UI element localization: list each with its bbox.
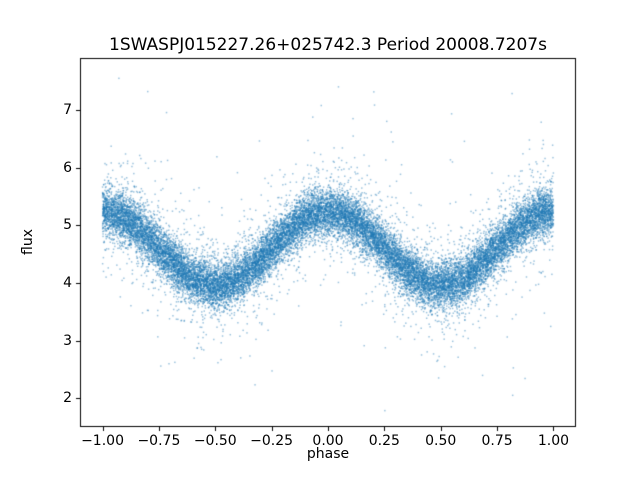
x-tick-label: −0.25	[250, 433, 294, 449]
x-axis-label: phase	[306, 446, 350, 462]
y-axis-label: flux	[20, 229, 36, 255]
y-tick-label: 4	[63, 274, 72, 291]
x-tick-label: 0.50	[425, 433, 457, 449]
y-tick-label: 5	[63, 217, 72, 234]
x-tick-label: 0.25	[368, 433, 400, 449]
chart-title: 1SWASPJ015227.26+025742.3 Period 20008.7…	[109, 35, 547, 55]
x-tick-label: −0.75	[137, 433, 181, 449]
x-tick-label: −1.00	[81, 433, 124, 449]
y-tick-label: 6	[63, 159, 72, 176]
x-tick-label: 1.00	[537, 433, 570, 449]
y-tick-label: 3	[63, 332, 72, 349]
x-tick-label: 0.75	[481, 433, 513, 449]
y-tick-label: 7	[63, 101, 72, 118]
y-tick-label: 2	[63, 390, 72, 407]
x-tick-label: 0.00	[312, 433, 344, 449]
x-tick-label: −0.50	[193, 433, 237, 449]
